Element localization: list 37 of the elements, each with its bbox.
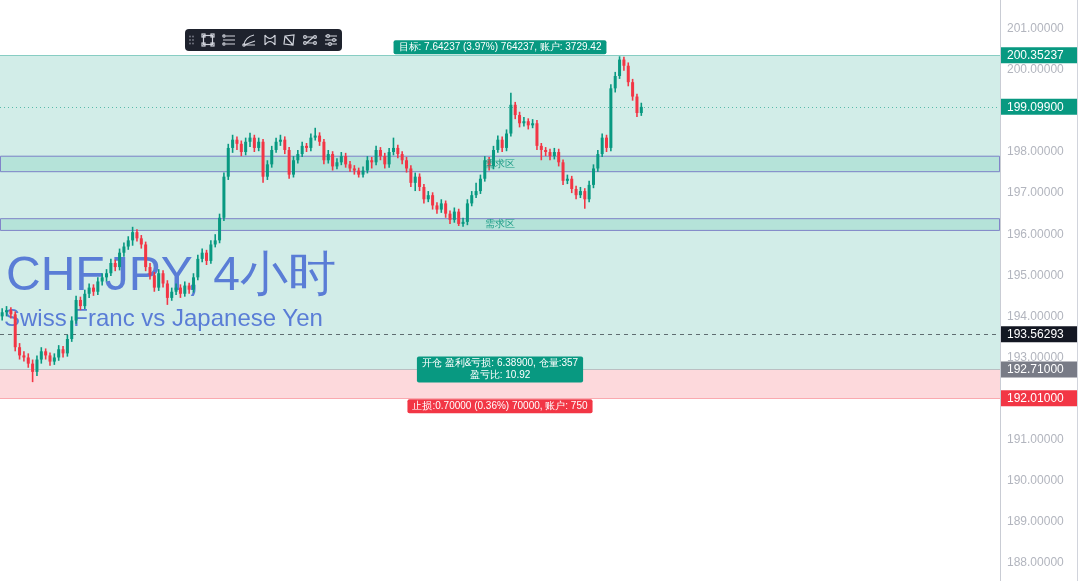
band-label: 止损:0.70000 (0.36%) 70000, 账户: 750 bbox=[412, 399, 588, 411]
candlestick bbox=[461, 217, 465, 227]
band-label: 目标: 7.64237 (3.97%) 764237, 账户: 3729.42 bbox=[398, 41, 602, 53]
candlestick bbox=[22, 351, 26, 362]
ref-line-label: 192.71000 bbox=[1007, 362, 1065, 377]
candlestick bbox=[474, 182, 478, 199]
y-tick-label: 188.00000 bbox=[1007, 555, 1065, 570]
candlestick bbox=[405, 156, 409, 173]
y-tick-label: 189.00000 bbox=[1007, 514, 1065, 529]
y-tick-label: 191.00000 bbox=[1007, 431, 1065, 446]
candlestick bbox=[391, 137, 395, 156]
ref-line-label: 193.56293 bbox=[1007, 327, 1065, 342]
candlestick bbox=[605, 134, 609, 153]
y-tick-label: 201.00000 bbox=[1007, 21, 1065, 36]
y-tick-label: 195.00000 bbox=[1007, 267, 1065, 282]
y-tick-label: 196.00000 bbox=[1007, 226, 1065, 241]
y-tick-label: 198.00000 bbox=[1007, 144, 1065, 159]
band-label: 需求区 bbox=[485, 157, 515, 169]
y-tick-label: 197.00000 bbox=[1007, 185, 1065, 200]
candlestick bbox=[313, 127, 317, 141]
annotation: 开仓 盈利&亏损: 6.38900, 仓量:357 盈亏比: 10.92 bbox=[421, 357, 579, 381]
ref-line-label: 200.35237 bbox=[1007, 48, 1065, 63]
candlestick bbox=[235, 136, 239, 150]
candlestick bbox=[205, 249, 209, 266]
y-tick-label: 190.00000 bbox=[1007, 473, 1065, 488]
candlestick bbox=[291, 156, 295, 178]
candlestick bbox=[370, 156, 374, 169]
band-label: 需求区 bbox=[485, 218, 515, 230]
candlestick bbox=[305, 142, 309, 153]
candlestick bbox=[522, 117, 526, 127]
ref-line-label: 192.01000 bbox=[1007, 390, 1065, 405]
ref-line-label: 199.09900 bbox=[1007, 99, 1065, 114]
y-tick-label: 194.00000 bbox=[1007, 308, 1065, 323]
candlestick bbox=[505, 129, 509, 152]
y-tick-label: 193.00000 bbox=[1007, 349, 1065, 364]
candlestick bbox=[591, 164, 595, 189]
y-tick-label: 200.00000 bbox=[1007, 62, 1065, 77]
